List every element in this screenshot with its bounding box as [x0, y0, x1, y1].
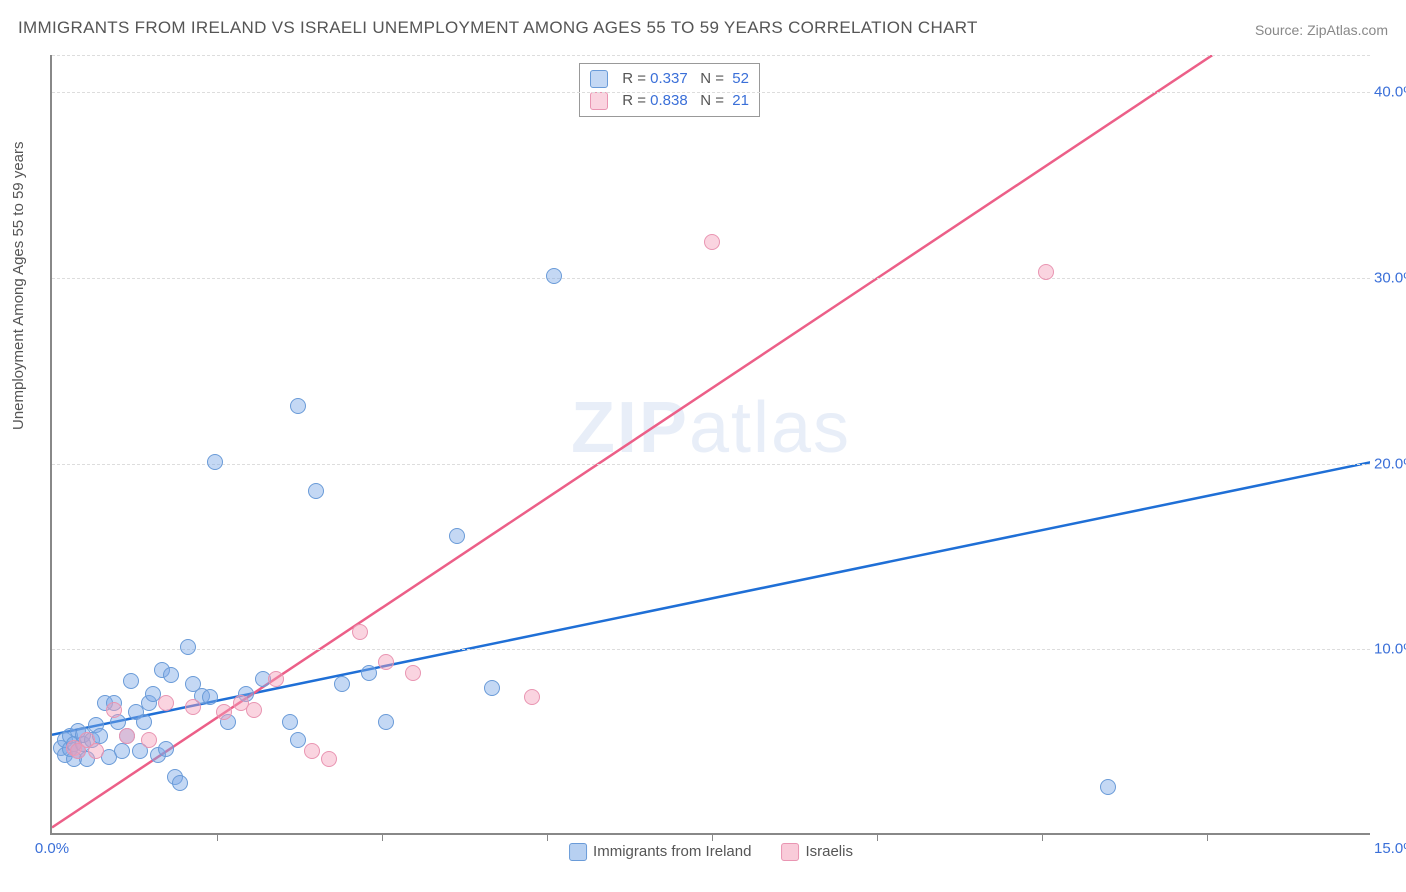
- x-tick-mark: [1042, 833, 1043, 841]
- x-tick-mark: [382, 833, 383, 841]
- gridline: [52, 55, 1370, 56]
- legend-item: Israelis: [781, 843, 853, 861]
- data-point: [405, 665, 421, 681]
- plot-area: ZIPatlas R = 0.337 N = 52R = 0.838 N = 2…: [50, 55, 1370, 835]
- x-tick-mark: [877, 833, 878, 841]
- data-point: [246, 702, 262, 718]
- data-point: [202, 689, 218, 705]
- data-point: [546, 268, 562, 284]
- data-point: [185, 699, 201, 715]
- legend-swatch: [569, 843, 587, 861]
- data-point: [106, 702, 122, 718]
- y-tick-label: 20.0%: [1374, 455, 1406, 472]
- x-tick-mark: [217, 833, 218, 841]
- data-point: [361, 665, 377, 681]
- stats-row: R = 0.337 N = 52: [590, 68, 749, 90]
- trend-line: [52, 55, 1282, 827]
- x-tick-label: 0.0%: [35, 840, 69, 857]
- data-point: [172, 775, 188, 791]
- data-point: [158, 695, 174, 711]
- data-point: [449, 528, 465, 544]
- data-point: [1038, 264, 1054, 280]
- legend-swatch: [590, 70, 608, 88]
- stats-text: R = 0.838 N = 21: [622, 90, 749, 112]
- gridline: [52, 649, 1370, 650]
- legend-label: Israelis: [805, 843, 853, 860]
- data-point: [1100, 779, 1116, 795]
- legend-label: Immigrants from Ireland: [593, 843, 751, 860]
- stats-legend-box: R = 0.337 N = 52R = 0.838 N = 21: [579, 63, 760, 117]
- stats-text: R = 0.337 N = 52: [622, 68, 749, 90]
- data-point: [123, 673, 139, 689]
- data-point: [704, 234, 720, 250]
- data-point: [119, 728, 135, 744]
- data-point: [524, 689, 540, 705]
- data-point: [308, 483, 324, 499]
- data-point: [207, 454, 223, 470]
- data-point: [352, 624, 368, 640]
- y-tick-label: 40.0%: [1374, 84, 1406, 101]
- data-point: [158, 741, 174, 757]
- data-point: [163, 667, 179, 683]
- y-tick-label: 30.0%: [1374, 269, 1406, 286]
- data-point: [484, 680, 500, 696]
- data-point: [141, 732, 157, 748]
- x-tick-mark: [1207, 833, 1208, 841]
- data-point: [378, 654, 394, 670]
- chart-title: IMMIGRANTS FROM IRELAND VS ISRAELI UNEMP…: [18, 18, 978, 38]
- gridline: [52, 92, 1370, 93]
- x-tick-label: 15.0%: [1374, 840, 1406, 857]
- data-point: [290, 398, 306, 414]
- data-point: [88, 743, 104, 759]
- data-point: [268, 671, 284, 687]
- data-point: [114, 743, 130, 759]
- data-point: [290, 732, 306, 748]
- bottom-legend: Immigrants from Ireland Israelis: [569, 843, 853, 861]
- gridline: [52, 278, 1370, 279]
- data-point: [282, 714, 298, 730]
- data-point: [321, 751, 337, 767]
- y-tick-label: 10.0%: [1374, 641, 1406, 658]
- legend-swatch: [781, 843, 799, 861]
- watermark: ZIPatlas: [571, 387, 851, 469]
- data-point: [216, 704, 232, 720]
- x-tick-mark: [547, 833, 548, 841]
- data-point: [378, 714, 394, 730]
- source-attribution: Source: ZipAtlas.com: [1255, 22, 1388, 38]
- data-point: [334, 676, 350, 692]
- legend-item: Immigrants from Ireland: [569, 843, 751, 861]
- legend-swatch: [590, 92, 608, 110]
- data-point: [136, 714, 152, 730]
- y-axis-label: Unemployment Among Ages 55 to 59 years: [10, 141, 27, 430]
- x-tick-mark: [712, 833, 713, 841]
- data-point: [304, 743, 320, 759]
- gridline: [52, 464, 1370, 465]
- stats-row: R = 0.838 N = 21: [590, 90, 749, 112]
- data-point: [180, 639, 196, 655]
